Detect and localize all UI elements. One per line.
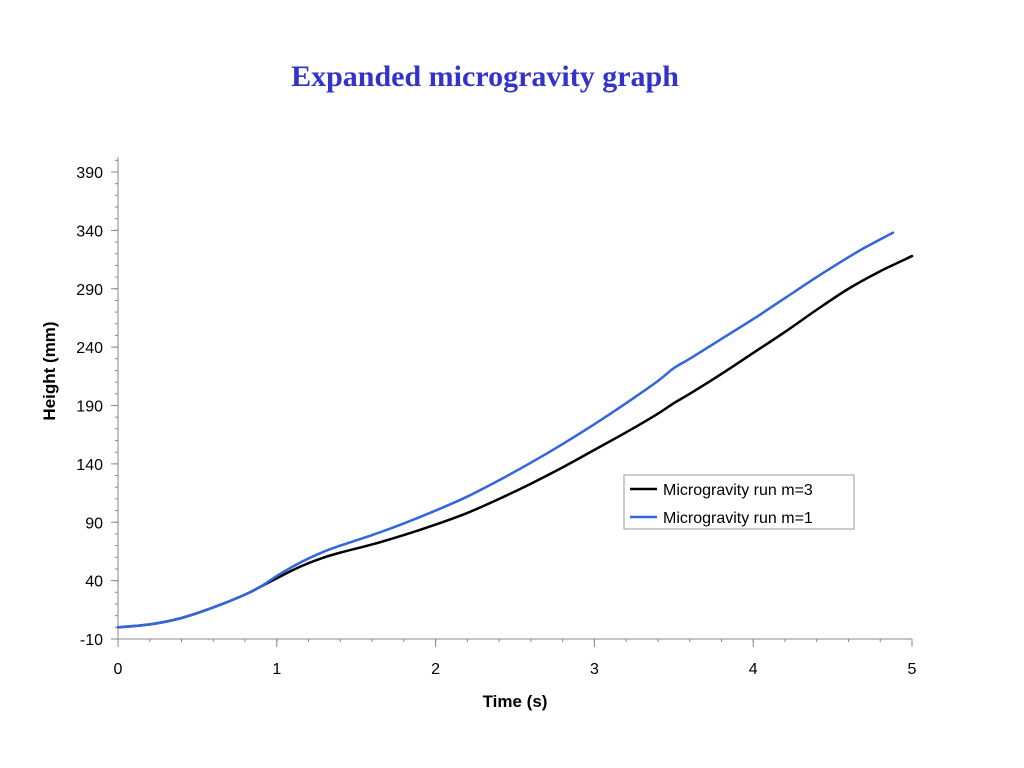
legend-entry-m1: Microgravity run m=1 <box>663 510 813 527</box>
legend-box <box>623 474 855 530</box>
series-line-0 <box>116 254 914 629</box>
x-tick-label: 1 <box>272 661 281 678</box>
y-tick-label: 390 <box>76 165 103 182</box>
x-tick-label: 4 <box>749 661 758 678</box>
y-tick-label: 240 <box>76 340 103 357</box>
x-tick-label: 0 <box>114 661 123 678</box>
chart-series <box>116 231 914 629</box>
chart-ticks: -10 40 90 140 190 240 290 340 390 0 1 2 3 4 5 <box>76 159 917 678</box>
y-tick-label: 290 <box>76 282 103 299</box>
x-axis-label: Time (s) <box>483 692 548 711</box>
series-line-1 <box>116 231 895 629</box>
chart-legend: Microgravity run m=3 Microgravity run m=… <box>623 474 855 530</box>
y-axis-label: Height (mm) <box>40 321 59 420</box>
y-tick-label: 40 <box>85 574 103 591</box>
x-tick-label: 2 <box>431 661 440 678</box>
legend-entry-m3: Microgravity run m=3 <box>663 482 813 499</box>
y-tick-label: 190 <box>76 399 103 416</box>
x-tick-label: 5 <box>908 661 917 678</box>
y-tick-label: 90 <box>85 515 103 532</box>
x-tick-label: 3 <box>590 661 599 678</box>
y-tick-label: 140 <box>76 457 103 474</box>
y-tick-label: 340 <box>76 223 103 240</box>
y-tick-label: -10 <box>80 632 103 649</box>
chart-axes <box>117 157 912 640</box>
chart-title: Expanded microgravity graph <box>291 60 679 93</box>
